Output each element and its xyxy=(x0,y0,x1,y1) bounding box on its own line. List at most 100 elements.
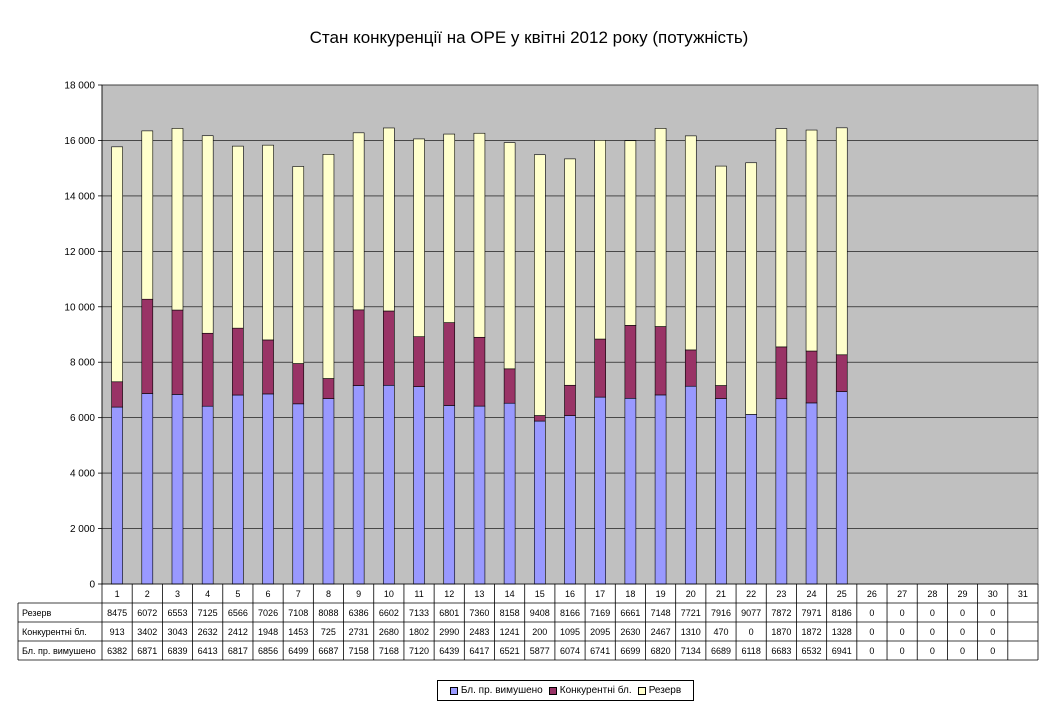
legend-label-reserve: Резерв xyxy=(648,685,682,696)
table-cell-value: 6687 xyxy=(318,646,338,656)
bar-segment xyxy=(171,128,184,311)
table-cell-value: 7971 xyxy=(802,608,822,618)
bar-segment xyxy=(564,415,576,585)
bar-segment xyxy=(594,338,606,398)
x-tick-label: 3 xyxy=(175,589,180,599)
table-cell-value: 6417 xyxy=(469,646,489,656)
x-tick-label: 23 xyxy=(776,589,786,599)
table-cell-value: 2630 xyxy=(620,627,640,637)
table-cell-value: 6871 xyxy=(137,646,157,656)
table-cell-value: 6661 xyxy=(620,608,640,618)
table-cell-value: 6941 xyxy=(832,646,852,656)
x-tick-label: 19 xyxy=(656,589,666,599)
bar-segment xyxy=(171,309,184,395)
x-tick-label: 31 xyxy=(1018,589,1028,599)
bar-segment xyxy=(715,385,727,399)
bar-segment xyxy=(111,381,123,408)
table-cell-value: 3043 xyxy=(167,627,187,637)
table-cell-value: 1095 xyxy=(560,627,580,637)
legend-swatch-competitive xyxy=(548,686,557,695)
x-tick-label: 22 xyxy=(746,589,756,599)
bar-segment xyxy=(684,385,697,585)
bar-segment xyxy=(654,394,667,585)
table-cell-value: 9408 xyxy=(530,608,550,618)
bar-segment xyxy=(594,396,606,585)
bar-segment xyxy=(775,128,788,348)
table-cell-value: 1241 xyxy=(500,627,520,637)
table-cell-value: 1328 xyxy=(832,627,852,637)
legend-label-forced: Бл. пр. вимушено xyxy=(460,685,543,696)
bar-segment xyxy=(171,394,184,585)
x-tick-label: 30 xyxy=(988,589,998,599)
bar-segment xyxy=(352,385,365,585)
table-cell-value: 2680 xyxy=(379,627,399,637)
x-tick-label: 17 xyxy=(595,589,605,599)
x-tick-label: 5 xyxy=(235,589,240,599)
table-cell-value: 8158 xyxy=(500,608,520,618)
bar-segment xyxy=(262,393,274,585)
bar-segment xyxy=(564,384,576,416)
table-cell-value: 8088 xyxy=(318,608,338,618)
bar-segment xyxy=(443,133,456,323)
bar-segment xyxy=(534,420,546,585)
y-tick-label: 2 000 xyxy=(70,524,95,535)
bar-segment xyxy=(503,402,516,585)
table-cell-value: 2731 xyxy=(349,627,369,637)
x-tick-label: 14 xyxy=(505,589,515,599)
table-cell-value: 7872 xyxy=(771,608,791,618)
x-tick-label: 1 xyxy=(115,589,120,599)
bar-segment xyxy=(503,368,516,404)
bar-segment xyxy=(201,405,214,585)
bar-segment xyxy=(715,165,727,386)
bar-segment xyxy=(775,398,788,585)
x-tick-label: 16 xyxy=(565,589,575,599)
table-cell-value: 0 xyxy=(930,646,935,656)
legend-item-forced: Бл. пр. вимушено xyxy=(449,685,543,696)
y-tick-label: 0 xyxy=(89,580,95,591)
y-tick-label: 10 000 xyxy=(64,302,95,313)
table-cell-value: 0 xyxy=(960,627,965,637)
bar-segment xyxy=(292,166,305,364)
table-cell-value: 1453 xyxy=(288,627,308,637)
bar-segment xyxy=(232,145,244,329)
bar-segment xyxy=(534,154,546,416)
x-tick-label: 4 xyxy=(205,589,210,599)
table-cell-value: 2483 xyxy=(469,627,489,637)
table-cell-value: 1872 xyxy=(802,627,822,637)
chart-title: Стан конкуренції на ОРЕ у квітні 2012 ро… xyxy=(309,28,749,47)
table-cell-value: 7026 xyxy=(258,608,278,618)
table-cell-value: 7125 xyxy=(198,608,218,618)
table-cell-value: 0 xyxy=(900,646,905,656)
bar-segment xyxy=(352,132,365,311)
y-tick-label: 6 000 xyxy=(70,413,95,424)
bar-segment xyxy=(201,135,214,334)
bar-segment xyxy=(654,326,667,396)
legend-label-competitive: Конкурентні бл. xyxy=(559,685,632,696)
x-tick-label: 2 xyxy=(145,589,150,599)
table-cell-value: 2990 xyxy=(439,627,459,637)
table-cell-value: 6817 xyxy=(228,646,248,656)
y-tick-label: 16 000 xyxy=(64,136,95,147)
table-cell-value: 0 xyxy=(930,608,935,618)
legend-item-reserve: Резерв xyxy=(637,685,682,696)
x-tick-label: 25 xyxy=(837,589,847,599)
bar-segment xyxy=(413,386,425,585)
y-tick-label: 8 000 xyxy=(70,358,95,369)
bar-segment xyxy=(835,391,848,585)
bar-segment xyxy=(835,354,848,392)
bar-segment xyxy=(141,298,154,394)
bar-segment xyxy=(594,140,606,340)
legend: Бл. пр. вимушено Конкурентні бл. Резерв xyxy=(437,680,694,701)
table-cell-value: 6499 xyxy=(288,646,308,656)
table-cell-value: 2412 xyxy=(228,627,248,637)
bar-segment xyxy=(805,402,818,585)
x-tick-label: 26 xyxy=(867,589,877,599)
x-tick-label: 28 xyxy=(927,589,937,599)
table-cell-value: 6413 xyxy=(198,646,218,656)
table-cell-value: 5877 xyxy=(530,646,550,656)
table-cell-value: 0 xyxy=(900,608,905,618)
bar-segment xyxy=(443,322,456,406)
plot-area: 0 2 000 4 000 6 000 8 000 10 000 12 000 14 000 1… xyxy=(64,81,1039,591)
table-cell-value: 0 xyxy=(960,646,965,656)
table-cell-value: 7721 xyxy=(681,608,701,618)
